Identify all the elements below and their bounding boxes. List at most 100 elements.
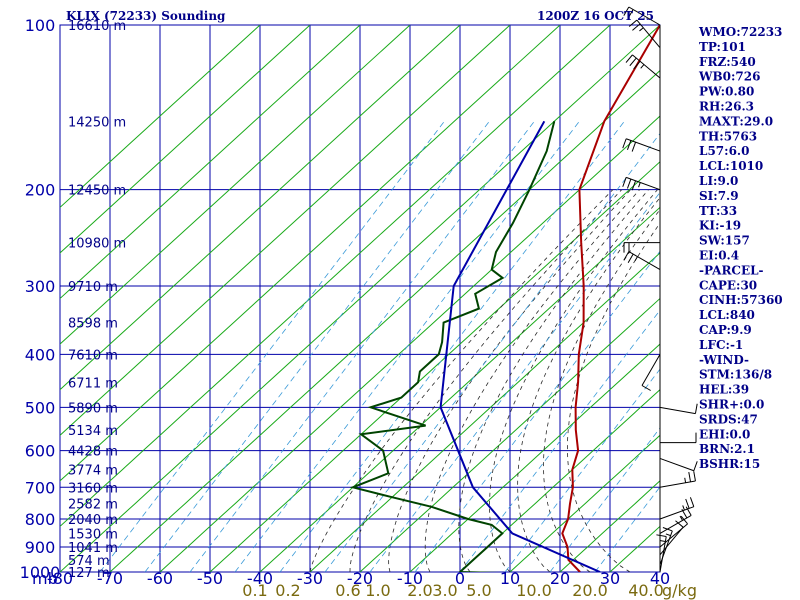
sounding-index: BSHR:15 <box>699 457 760 471</box>
wind-barb <box>659 497 695 520</box>
skewed-isotherm <box>409 343 660 572</box>
height-label: 3774 m <box>68 464 118 479</box>
height-label: 1530 m <box>68 527 118 542</box>
height-label: 127 m <box>68 566 110 581</box>
sounding-index: TP:101 <box>699 40 746 54</box>
sounding-index: SHR+:0.0 <box>699 398 764 412</box>
skewed-isotherm <box>60 25 411 345</box>
sounding-index: EHI:0.0 <box>699 427 750 441</box>
mixing-ratio-label: 10.0 <box>516 581 552 600</box>
moist-adiabat <box>388 189 631 572</box>
sounding-index: STM:136/8 <box>699 368 772 382</box>
height-label: 16610 m <box>68 19 126 34</box>
sounding-index: SI:7.9 <box>699 189 739 203</box>
sounding-index: RH:26.3 <box>699 100 754 114</box>
sounding-index: TT:33 <box>699 204 737 218</box>
temp-tick-label: -50 <box>197 569 223 588</box>
mixing-ratio-line <box>99 121 445 572</box>
sounding-index: L57:6.0 <box>699 144 749 158</box>
wind-barb <box>659 457 698 472</box>
height-label: 4428 m <box>68 445 118 460</box>
temp-tick-label: -20 <box>347 569 373 588</box>
wind-barb <box>622 138 661 152</box>
sounding-index: WMO:72233 <box>698 25 782 39</box>
height-label: 5134 m <box>68 424 118 439</box>
sounding-index: TH:5763 <box>699 129 757 143</box>
wind-barb <box>659 471 696 488</box>
skewed-isotherm <box>309 252 660 572</box>
skewed-isotherm <box>60 25 660 572</box>
sounding-index: WB0:726 <box>698 70 760 84</box>
mixing-ratio-line <box>594 486 660 572</box>
pressure-tick-label: 1000 <box>20 563 61 582</box>
height-label: 3160 m <box>68 481 118 496</box>
height-label: 9710 m <box>68 280 118 295</box>
mixing-ratio-line <box>459 309 660 572</box>
height-label: 2582 m <box>68 498 118 513</box>
wind-barb <box>623 251 661 271</box>
temp-tick-label: 20 <box>550 569 570 588</box>
wind-barb <box>622 176 661 191</box>
skewed-isotherm <box>559 480 660 572</box>
sounding-index: -PARCEL- <box>699 263 764 277</box>
skewed-isotherm <box>109 69 660 572</box>
skewed-isotherm <box>60 25 561 482</box>
sounding-index: LCL:1010 <box>699 159 763 173</box>
height-label: 7610 m <box>68 348 118 363</box>
wind-barb <box>628 19 661 48</box>
mixing-ratio-line <box>324 132 660 572</box>
mixing-ratio-line <box>414 250 660 572</box>
sounding-index: LFC:-1 <box>699 338 743 352</box>
sounding-index: CINH:57360 <box>699 293 783 307</box>
temp-tick-label: 0 <box>455 569 465 588</box>
sounding-index: LI:9.0 <box>699 174 738 188</box>
mixing-ratio-label: 0.6 <box>335 581 360 600</box>
sounding-index: CAPE:30 <box>699 278 757 292</box>
dewpoint-trace <box>349 121 556 572</box>
pressure-tick-label: 200 <box>25 181 56 200</box>
moist-adiabat <box>566 222 660 572</box>
mixing-ratio-label: 40.0 <box>628 581 664 600</box>
temp-tick-label: -30 <box>297 569 323 588</box>
mixing-ratio-label: 3.0 <box>432 581 457 600</box>
sounding-index: LCL:840 <box>699 308 755 322</box>
pressure-tick-label: 300 <box>25 277 56 296</box>
chart-title: KLIX (72233) Sounding <box>66 9 226 23</box>
sounding-index: SRDS:47 <box>699 412 758 426</box>
height-label: 5890 m <box>68 401 118 416</box>
skewed-isotherm <box>60 25 311 254</box>
skewed-isotherm <box>60 25 511 436</box>
mixing-ratio-label: 5.0 <box>466 581 491 600</box>
wind-barb <box>641 354 661 391</box>
mixing-ratio-line <box>504 368 660 572</box>
wind-barb <box>659 506 692 534</box>
temp-tick-label: -40 <box>247 569 273 588</box>
pressure-tick-label: 600 <box>25 442 56 461</box>
height-label: 2040 m <box>68 513 118 528</box>
wind-barb <box>625 54 661 79</box>
moist-adiabat <box>517 196 660 572</box>
skewed-isotherm <box>209 161 660 572</box>
sounding-index: CAP:9.9 <box>699 323 752 337</box>
height-label: 1041 m <box>68 541 118 556</box>
wind-barb <box>656 534 667 573</box>
moist-adiabat <box>424 189 640 572</box>
mixing-ratio-line <box>279 121 625 572</box>
height-label: 12450 m <box>68 184 126 199</box>
mixing-ratio-label: 0.2 <box>275 581 300 600</box>
pressure-unit-label: mb <box>32 569 58 588</box>
temp-tick-label: -80 <box>47 569 73 588</box>
sounding-index: BRN:2.1 <box>699 442 755 456</box>
skewed-isotherm <box>159 115 660 572</box>
height-label: 574 m <box>68 554 110 569</box>
skewed-isotherm <box>359 297 660 572</box>
mixing-ratio-line <box>234 121 580 572</box>
temp-tick-label: -70 <box>97 569 123 588</box>
sounding-index: FRZ:540 <box>699 55 756 69</box>
moist-adiabat <box>489 189 658 572</box>
sounding-index: PW:0.80 <box>699 85 754 99</box>
moist-adiabat <box>309 189 614 572</box>
temp-tick-label: -60 <box>147 569 173 588</box>
